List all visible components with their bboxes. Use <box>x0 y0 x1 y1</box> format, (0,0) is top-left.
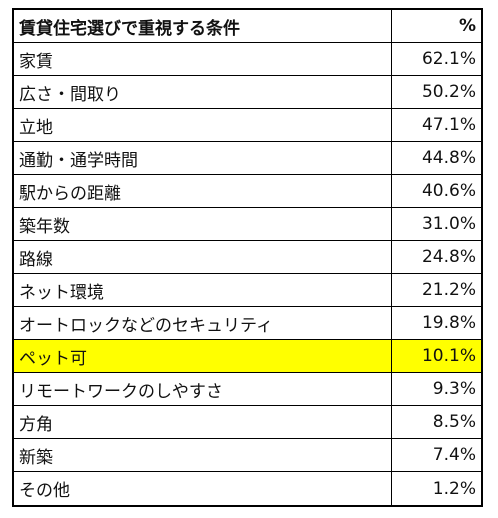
row-label: その他 <box>14 472 392 505</box>
table-row: 新築 7.4% <box>14 439 481 472</box>
row-label: 築年数 <box>14 208 392 240</box>
row-label: オートロックなどのセキュリティ <box>14 307 392 339</box>
table-row: オートロックなどのセキュリティ 19.8% <box>14 307 481 340</box>
header-value: % <box>458 16 476 36</box>
row-label: リモートワークのしやすさ <box>14 373 392 405</box>
table-row: 路線 24.8% <box>14 241 481 274</box>
row-value: 7.4% <box>432 445 476 465</box>
row-value: 24.8% <box>421 247 476 267</box>
table-row: 立地 47.1% <box>14 109 481 142</box>
table-row: 方角 8.5% <box>14 406 481 439</box>
table-row: 広さ・間取り 50.2% <box>14 76 481 109</box>
row-value: 21.2% <box>421 280 476 300</box>
table-row: ネット環境 21.2% <box>14 274 481 307</box>
table-row: リモートワークのしやすさ 9.3% <box>14 373 481 406</box>
row-label: 新築 <box>14 439 392 471</box>
row-label: 駅からの距離 <box>14 175 392 207</box>
table-row: 家賃 62.1% <box>14 43 481 76</box>
row-label: 方角 <box>14 406 392 438</box>
row-value: 62.1% <box>421 49 476 69</box>
row-value: 50.2% <box>421 82 476 102</box>
row-label: 家賃 <box>14 43 392 75</box>
row-label: 通勤・通学時間 <box>14 142 392 174</box>
row-value: 44.8% <box>421 148 476 168</box>
row-label: ペット可 <box>14 340 392 372</box>
row-value: 19.8% <box>421 313 476 333</box>
table-row: 駅からの距離 40.6% <box>14 175 481 208</box>
table-row: 通勤・通学時間 44.8% <box>14 142 481 175</box>
row-label: 広さ・間取り <box>14 76 392 108</box>
header-label: 賃貸住宅選びで重視する条件 <box>14 10 392 42</box>
rental-conditions-table: 賃貸住宅選びで重視する条件 % 家賃 62.1% 広さ・間取り 50.2% 立地… <box>12 8 483 507</box>
row-value: 40.6% <box>421 181 476 201</box>
table-header-row: 賃貸住宅選びで重視する条件 % <box>14 10 481 43</box>
row-value: 1.2% <box>432 478 476 499</box>
table-row: 築年数 31.0% <box>14 208 481 241</box>
row-value: 10.1% <box>421 346 476 366</box>
row-label: 路線 <box>14 241 392 273</box>
row-label: ネット環境 <box>14 274 392 306</box>
row-value: 31.0% <box>421 214 476 234</box>
row-value: 8.5% <box>432 412 476 432</box>
table-row: その他 1.2% <box>14 472 481 505</box>
table-row-highlighted: ペット可 10.1% <box>14 340 481 373</box>
row-label: 立地 <box>14 109 392 141</box>
row-value: 47.1% <box>421 115 476 135</box>
row-value: 9.3% <box>432 379 476 399</box>
